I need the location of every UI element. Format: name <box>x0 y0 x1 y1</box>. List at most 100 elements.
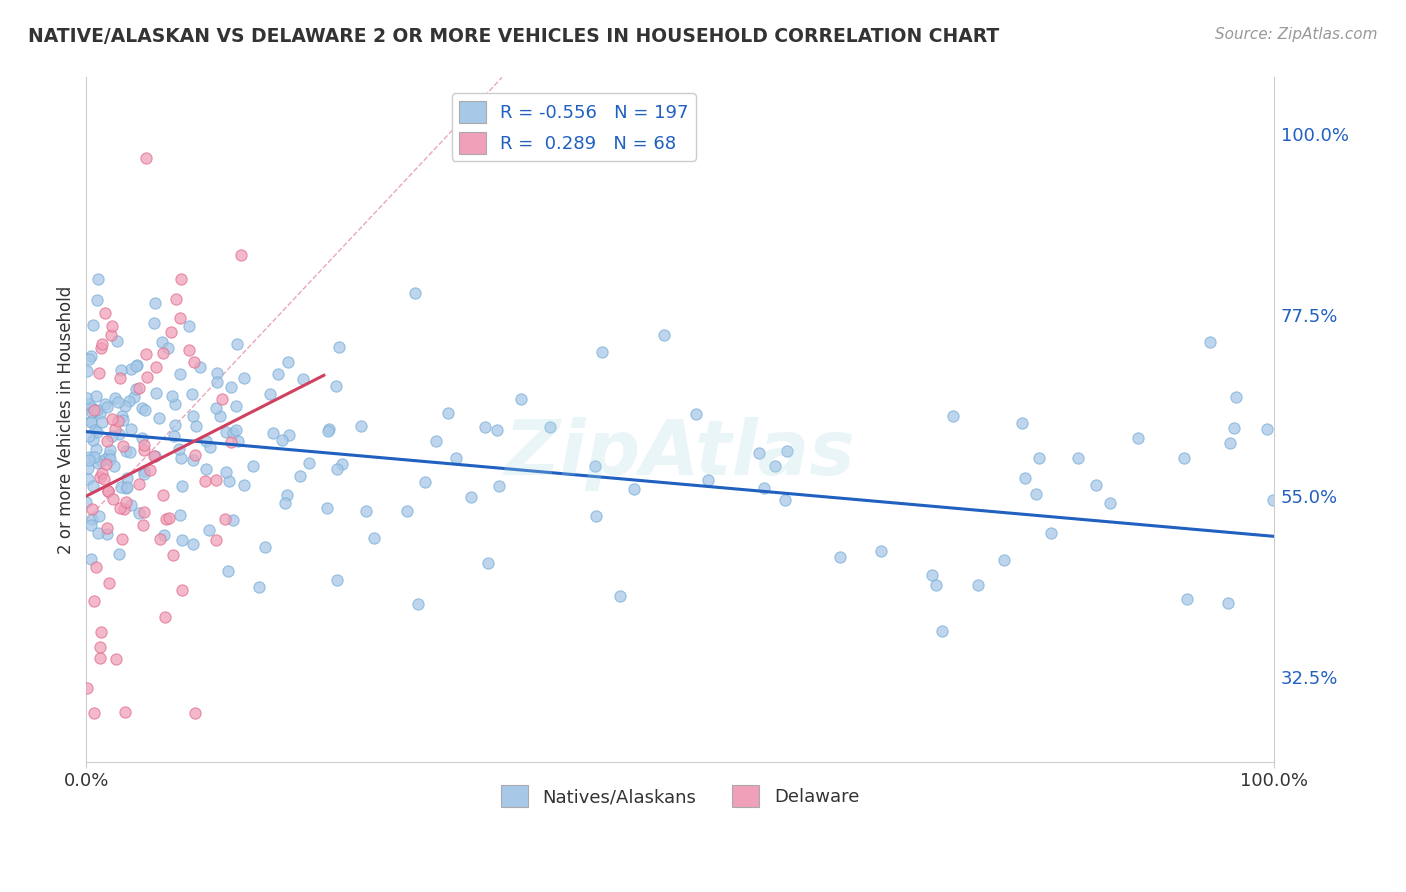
Point <box>115 479 138 493</box>
Point <box>181 387 204 401</box>
Point <box>120 498 142 512</box>
Point <box>110 480 132 494</box>
Point <box>84 442 107 457</box>
Point <box>156 341 179 355</box>
Point <box>96 526 118 541</box>
Y-axis label: 2 or more Vehicles in Household: 2 or more Vehicles in Household <box>58 285 75 554</box>
Point <box>221 426 243 441</box>
Point <box>98 442 121 457</box>
Point <box>1263 493 1285 508</box>
Point <box>446 451 468 466</box>
Point <box>993 553 1015 567</box>
Point <box>328 340 350 354</box>
Point <box>215 465 238 479</box>
Point <box>94 451 117 466</box>
Point <box>474 419 496 434</box>
Point <box>153 527 176 541</box>
Point <box>200 441 222 455</box>
Point <box>108 371 131 385</box>
Point <box>404 286 426 301</box>
Point <box>163 397 186 411</box>
Point <box>132 467 155 482</box>
Point <box>103 422 125 436</box>
Point <box>87 272 110 286</box>
Point <box>1014 471 1036 485</box>
Point <box>98 452 121 467</box>
Point <box>363 531 385 545</box>
Point <box>125 382 148 396</box>
Point <box>89 650 111 665</box>
Point <box>107 395 129 409</box>
Point <box>132 505 155 519</box>
Point <box>90 453 112 467</box>
Point <box>97 483 120 498</box>
Point <box>128 477 150 491</box>
Point <box>477 556 499 570</box>
Point <box>870 544 893 558</box>
Point <box>773 492 796 507</box>
Point <box>77 450 100 465</box>
Point <box>160 325 183 339</box>
Point <box>162 549 184 563</box>
Point <box>125 359 148 374</box>
Point <box>97 449 120 463</box>
Point <box>77 352 100 367</box>
Point <box>437 406 460 420</box>
Point <box>86 425 108 439</box>
Point <box>226 434 249 449</box>
Point <box>183 354 205 368</box>
Point <box>120 445 142 459</box>
Point <box>215 425 238 439</box>
Point <box>89 640 111 654</box>
Point <box>247 581 270 595</box>
Point <box>86 293 108 307</box>
Point <box>111 409 134 423</box>
Point <box>115 495 138 509</box>
Point <box>101 411 124 425</box>
Point <box>205 375 228 389</box>
Point <box>1223 421 1246 435</box>
Point <box>170 271 193 285</box>
Point <box>276 355 298 369</box>
Point <box>82 405 104 419</box>
Point <box>96 400 118 414</box>
Point <box>242 458 264 473</box>
Point <box>160 389 183 403</box>
Point <box>181 409 204 423</box>
Point <box>538 420 561 434</box>
Point <box>163 428 186 442</box>
Point <box>86 456 108 470</box>
Legend: Natives/Alaskans, Delaware: Natives/Alaskans, Delaware <box>494 778 866 814</box>
Point <box>172 582 194 597</box>
Point <box>591 345 613 359</box>
Point <box>1199 334 1222 349</box>
Point <box>169 311 191 326</box>
Point <box>181 452 204 467</box>
Point <box>288 469 311 483</box>
Point <box>150 334 173 349</box>
Text: ZipAtlas: ZipAtlas <box>505 417 855 491</box>
Point <box>87 508 110 523</box>
Point <box>86 403 108 417</box>
Point <box>132 464 155 478</box>
Point <box>184 448 207 462</box>
Point <box>93 306 115 320</box>
Point <box>107 414 129 428</box>
Point <box>105 334 128 348</box>
Point <box>754 481 776 495</box>
Point <box>1225 390 1247 404</box>
Point <box>396 504 419 518</box>
Point <box>194 474 217 488</box>
Point <box>83 423 105 437</box>
Point <box>90 341 112 355</box>
Point <box>425 434 447 449</box>
Point <box>1067 450 1090 465</box>
Point <box>165 418 187 433</box>
Point <box>488 478 510 492</box>
Point <box>111 532 134 546</box>
Point <box>115 471 138 485</box>
Point <box>259 387 281 401</box>
Point <box>225 399 247 413</box>
Point <box>105 652 128 666</box>
Point <box>1028 451 1050 466</box>
